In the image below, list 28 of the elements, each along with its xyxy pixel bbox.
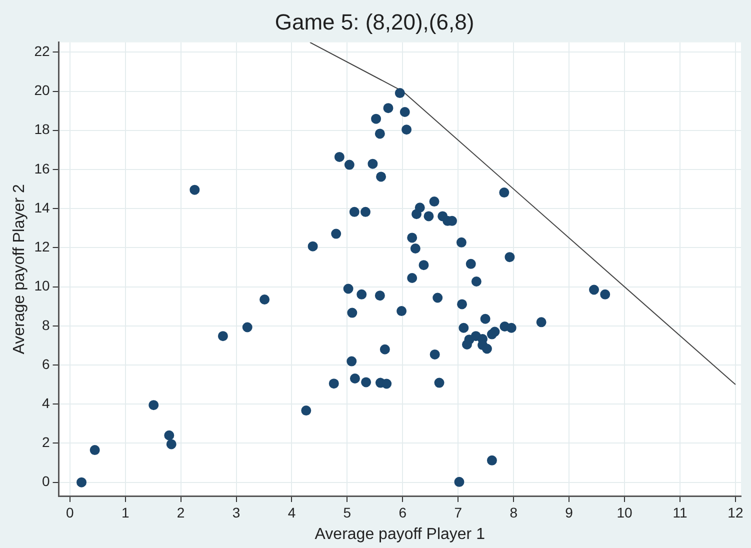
- x-tick-label: 10: [616, 504, 633, 520]
- x-tick-label: 3: [232, 504, 240, 520]
- y-tick-label: 18: [34, 121, 50, 138]
- y-tick-label: 0: [42, 473, 50, 490]
- x-tick-label: 4: [288, 504, 296, 520]
- y-tick-label: 4: [42, 394, 50, 411]
- y-tick-label: 22: [34, 43, 50, 60]
- x-tick-label: 12: [728, 504, 744, 520]
- x-tick-label: 8: [510, 504, 518, 520]
- y-tick-label: 2: [42, 434, 50, 450]
- y-tick-label: 12: [34, 238, 50, 255]
- y-axis-title: Average payoff Player 2: [11, 184, 28, 354]
- chart-title: Game 5: (8,20),(6,8): [274, 9, 474, 34]
- x-tick-label: 0: [66, 504, 74, 520]
- y-tick-label: 10: [34, 278, 50, 294]
- x-tick-label: 5: [343, 504, 352, 520]
- x-axis-title: Average payoff Player 1: [314, 526, 486, 543]
- x-tick-label: 7: [454, 504, 462, 520]
- x-tick-label: 11: [672, 504, 688, 520]
- y-tick-label: 14: [34, 199, 50, 216]
- x-tick-label: 1: [121, 504, 130, 520]
- y-tick-label: 20: [34, 82, 50, 98]
- x-tick-label: 2: [176, 504, 185, 520]
- x-tick-label: 9: [565, 504, 574, 520]
- y-tick-label: 6: [42, 356, 50, 372]
- y-tick-label: 16: [34, 160, 50, 176]
- x-tick-label: 6: [398, 504, 407, 520]
- y-tick-label: 8: [42, 316, 50, 333]
